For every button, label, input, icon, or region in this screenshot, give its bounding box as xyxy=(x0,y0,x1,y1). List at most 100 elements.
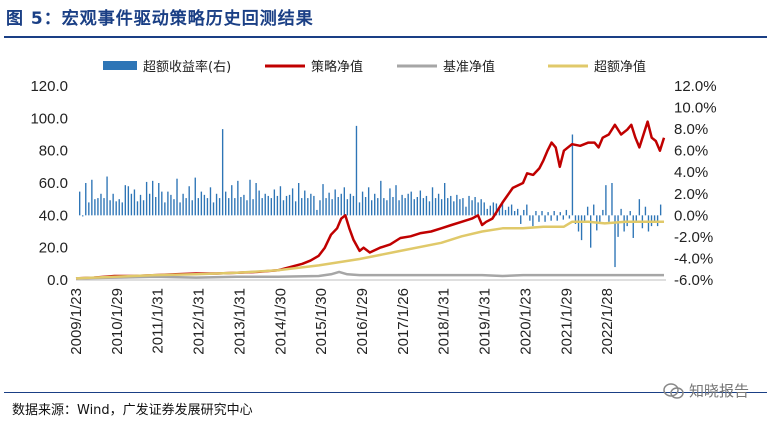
left-tick-label: 80.0 xyxy=(39,143,68,160)
excess-return-bar xyxy=(386,200,388,216)
excess-return-bar xyxy=(583,215,586,222)
excess-return-bar xyxy=(574,215,577,224)
excess-return-bar xyxy=(197,198,199,216)
excess-return-bar xyxy=(133,189,136,216)
excess-return-bar xyxy=(313,195,315,216)
excess-return-bar xyxy=(413,199,415,216)
excess-return-bar xyxy=(142,200,145,216)
excess-return-bar xyxy=(407,193,409,216)
excess-return-bar xyxy=(471,200,473,216)
excess-return-bar xyxy=(492,202,495,216)
excess-return-bar xyxy=(364,197,367,216)
excess-return-bar xyxy=(495,203,498,216)
excess-return-bar xyxy=(97,198,99,216)
excess-return-bar xyxy=(164,202,166,216)
x-tick-label: 2012/1/31 xyxy=(191,288,208,355)
excess-return-bar xyxy=(331,199,333,216)
excess-return-bar xyxy=(593,204,595,216)
excess-return-bar xyxy=(264,193,266,216)
excess-return-bar xyxy=(249,179,251,216)
excess-return-bar xyxy=(291,188,294,216)
x-tick-label: 2013/1/31 xyxy=(231,288,248,355)
excess-return-bar xyxy=(605,185,607,216)
x-tick-label: 2018/1/31 xyxy=(436,288,453,355)
excess-return-bar xyxy=(355,125,358,216)
excess-return-bar xyxy=(483,202,485,216)
excess-return-bar xyxy=(121,202,123,216)
excess-return-bar xyxy=(456,194,458,216)
excess-return-bar xyxy=(218,198,221,216)
excess-return-bar xyxy=(638,199,641,216)
excess-return-bar xyxy=(437,193,440,216)
legend-label: 超额净值 xyxy=(594,59,646,75)
excess-return-bar xyxy=(395,185,397,216)
excess-return-bar xyxy=(304,190,306,216)
excess-return-bar xyxy=(234,198,236,216)
excess-return-bar xyxy=(644,206,647,216)
excess-return-bar xyxy=(383,198,385,216)
right-tick-label: -2.0% xyxy=(674,229,713,246)
excess-return-bar xyxy=(450,195,452,216)
excess-return-bar xyxy=(504,209,507,216)
x-tick-label: 2016/1/29 xyxy=(354,288,371,355)
excess-return-bar xyxy=(343,187,345,216)
excess-return-bar xyxy=(401,194,403,216)
excess-return-bar xyxy=(559,212,561,216)
excess-return-bar xyxy=(298,183,300,216)
excess-return-bar xyxy=(352,195,355,216)
excess-return-bar xyxy=(568,215,571,219)
excess-return-bar xyxy=(577,215,580,232)
excess-return-bar xyxy=(252,199,254,216)
excess-return-bar xyxy=(431,187,434,216)
x-tick-label: 2020/1/23 xyxy=(517,288,534,355)
x-tick-label: 2011/1/31 xyxy=(150,288,167,354)
excess-return-bar xyxy=(319,200,321,216)
excess-return-bar xyxy=(82,215,84,217)
excess-return-bar xyxy=(480,199,482,216)
excess-return-bar xyxy=(194,177,196,216)
excess-return-bar xyxy=(307,198,309,216)
excess-return-bar xyxy=(88,202,90,216)
excess-return-bar xyxy=(182,193,184,216)
excess-return-bar xyxy=(231,185,233,216)
right-tick-label: -4.0% xyxy=(674,250,713,267)
right-tick-label: 0.0% xyxy=(674,207,708,224)
right-tick-label: 4.0% xyxy=(674,164,708,181)
excess-return-bar xyxy=(517,208,519,216)
legend-label: 策略净值 xyxy=(311,59,363,75)
excess-return-bar xyxy=(419,190,422,216)
excess-return-bar xyxy=(203,194,206,216)
excess-return-bar xyxy=(328,192,330,216)
excess-return-bar xyxy=(550,215,552,221)
excess-return-bar xyxy=(173,199,175,216)
excess-return-bar xyxy=(389,188,391,216)
excess-return-bar xyxy=(535,211,537,216)
excess-return-bar xyxy=(349,193,352,216)
left-tick-label: 60.0 xyxy=(39,175,68,192)
watermark-text: 知晓报告 xyxy=(688,382,749,400)
excess-return-bar xyxy=(538,215,540,222)
excess-return-bar xyxy=(301,198,303,216)
excess-return-bar xyxy=(215,193,218,216)
source-rule xyxy=(4,392,767,393)
excess-return-bar xyxy=(346,199,349,216)
excess-return-bar xyxy=(659,204,662,216)
excess-return-bar xyxy=(586,206,589,216)
net-value-lines xyxy=(75,120,666,280)
excess-return-bar xyxy=(474,197,476,216)
excess-return-bar xyxy=(221,129,224,216)
excess-return-bar xyxy=(237,180,239,216)
title-rule xyxy=(4,36,767,38)
right-tick-label: 2.0% xyxy=(674,186,708,203)
excess-return-bar xyxy=(459,199,461,216)
right-tick-label: 10.0% xyxy=(674,100,717,117)
excess-return-bar xyxy=(279,186,282,216)
excess-return-bar xyxy=(580,215,583,241)
excess-return-bar xyxy=(623,215,625,232)
excess-return-bar xyxy=(340,193,342,216)
right-tick-label: 12.0% xyxy=(674,78,717,95)
excess-return-bar xyxy=(243,194,245,216)
excess-return-bars xyxy=(79,125,662,268)
excess-return-bar xyxy=(410,191,412,216)
right-axis-ticks: -6.0% -4.0% -2.0% 0.0% 2.0% 4.0% 6.0% 8.0% 10.0%… xyxy=(674,78,717,289)
